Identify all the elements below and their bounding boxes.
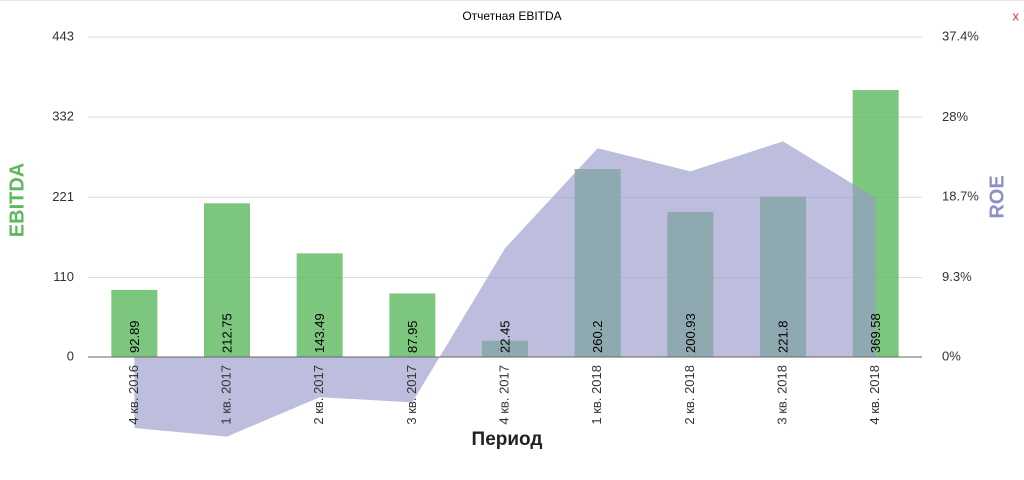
data-label: 260.2 — [590, 320, 605, 353]
y2-tick-label: 9.3% — [942, 269, 972, 284]
x-tick-label: 2 кв. 2018 — [682, 365, 697, 425]
bar — [204, 203, 250, 357]
chart-title: Отчетная EBITDA — [462, 9, 561, 23]
y2-tick-label: 37.4% — [942, 28, 979, 43]
bar — [296, 253, 343, 357]
area — [134, 141, 876, 437]
data-label: 143.49 — [312, 313, 327, 353]
y2-axis-label: ROE — [986, 175, 1008, 218]
x-tick-label: 4 кв. 2018 — [867, 365, 882, 425]
y-tick-label: 0 — [67, 348, 74, 363]
bar — [389, 293, 436, 357]
close-button[interactable]: x — [1013, 8, 1020, 23]
y2-tick-label: 0% — [942, 348, 961, 363]
x-tick-label: 3 кв. 2017 — [404, 365, 419, 425]
x-tick-label: 1 кв. 2018 — [589, 365, 604, 425]
y2-tick-label: 18.7% — [942, 188, 979, 203]
x-tick-label: 3 кв. 2018 — [774, 365, 789, 425]
data-label: 200.93 — [683, 313, 698, 353]
y2-tick-label: 28% — [942, 109, 968, 124]
x-axis-label: Период — [472, 429, 543, 450]
y-tick-label: 110 — [53, 269, 74, 284]
y-tick-label: 332 — [52, 109, 74, 124]
y-axis-label: EBITDA — [6, 163, 28, 237]
data-label: 212.75 — [219, 313, 234, 353]
x-tick-label: 1 кв. 2017 — [218, 365, 233, 425]
data-label: 369.58 — [868, 313, 883, 353]
y-tick-label: 221 — [52, 189, 74, 204]
bar — [111, 289, 158, 357]
x-tick-label: 4 кв. 2016 — [126, 365, 141, 425]
data-label: 87.95 — [405, 320, 420, 353]
data-label: 22.45 — [497, 320, 512, 353]
x-tick-label: 4 кв. 2017 — [496, 365, 511, 425]
y-tick-label: 443 — [52, 28, 74, 43]
x-tick-label: 2 кв. 2017 — [311, 365, 326, 425]
data-label: 221.8 — [775, 320, 790, 353]
data-label: 92.89 — [127, 320, 142, 353]
